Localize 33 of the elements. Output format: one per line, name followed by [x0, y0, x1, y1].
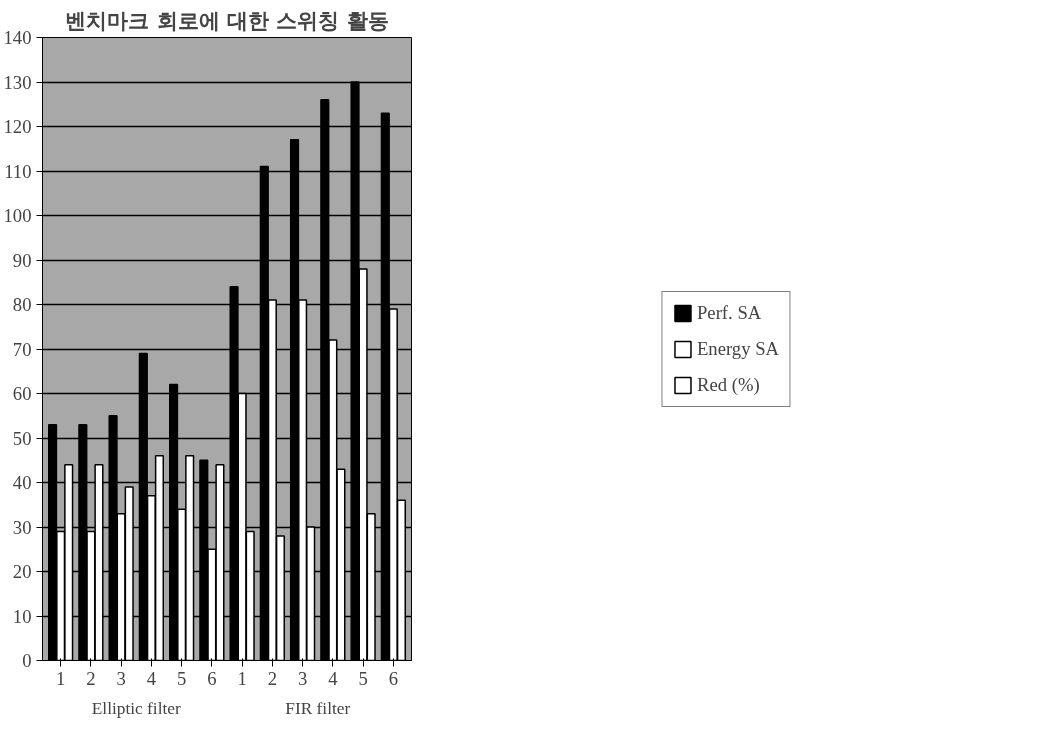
x-tick-label: 6 [388, 667, 399, 689]
y-tick-label: 80 [12, 294, 32, 315]
y-tick-label: 120 [3, 116, 32, 137]
y-tick-label: 100 [3, 205, 32, 226]
text: FIR filter [285, 698, 351, 718]
y-tick-label: 90 [12, 249, 32, 271]
legend-label: Perf. SA [696, 301, 762, 324]
legend-label: Red (%) [696, 373, 760, 396]
y-tick-label: 50 [12, 427, 32, 449]
text: Elliptic filter [91, 698, 181, 718]
y-tick-label: 140 [3, 27, 32, 48]
y-tick-label: 40 [12, 472, 32, 493]
x-tick-label: 2 [86, 667, 96, 689]
y-tick-label: 60 [12, 383, 32, 404]
y-tick-label: 130 [3, 71, 32, 93]
y-tick-label: 30 [12, 516, 32, 538]
x-tick-label: 1 [55, 667, 66, 689]
x-tick-label: 2 [267, 667, 278, 689]
x-tick-label: 5 [358, 667, 368, 689]
y-tick-label: 10 [12, 605, 32, 627]
chart-title: 벤치마크 회로에 대한 스위칭 활동 [65, 7, 389, 33]
x-tick-label: 4 [146, 667, 157, 689]
x-tick-label: 3 [297, 667, 308, 689]
x-tick-label: 3 [116, 667, 126, 689]
y-tick-label: 110 [4, 160, 32, 182]
legend-label: Energy SA [696, 337, 780, 360]
x-tick-label: 5 [176, 667, 187, 689]
x-tick-label: 4 [328, 667, 339, 689]
x-tick-label: 6 [207, 667, 217, 689]
y-tick-label: 0 [22, 650, 32, 671]
x-tick-label: 1 [237, 667, 247, 689]
y-tick-label: 20 [12, 561, 32, 582]
y-tick-label: 70 [12, 338, 32, 360]
